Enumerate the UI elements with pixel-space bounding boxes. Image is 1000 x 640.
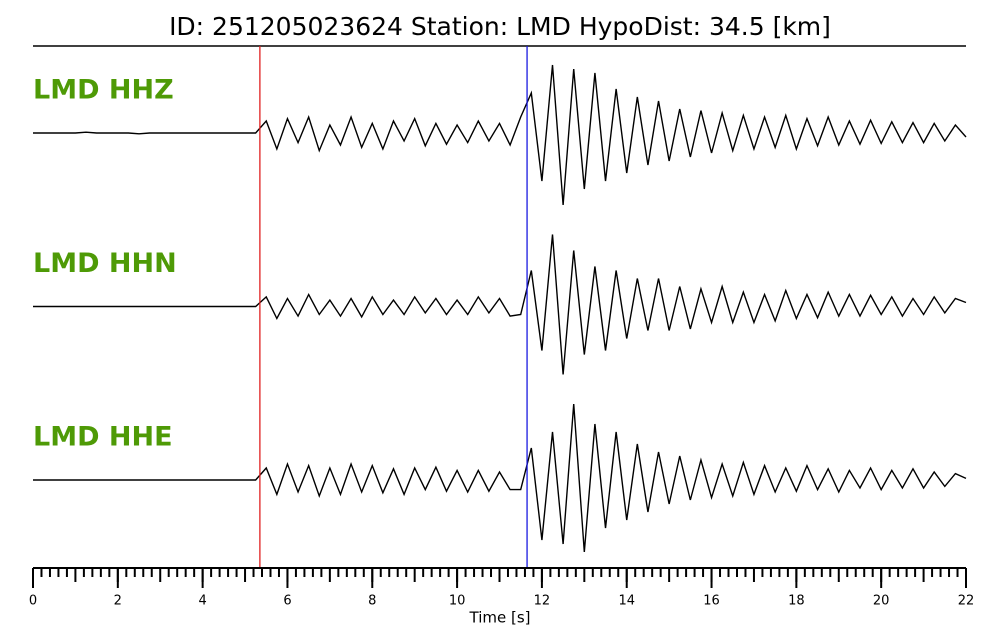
chart-title: ID: 251205023624 Station: LMD HypoDist: …	[169, 12, 831, 41]
x-axis-label: Time [s]	[469, 609, 531, 627]
x-tick-label: 12	[534, 594, 551, 609]
waveform	[33, 64, 967, 206]
waveform	[33, 403, 967, 553]
x-tick-label: 4	[198, 594, 206, 609]
x-tick-label: 10	[449, 594, 466, 609]
x-tick-label: 20	[873, 594, 890, 609]
x-tick-label: 18	[788, 594, 805, 609]
x-tick-label: 22	[958, 594, 975, 609]
waveform	[33, 234, 967, 375]
x-tick-label: 16	[703, 594, 720, 609]
trace-label: LMD HHN	[33, 248, 177, 279]
trace-label: LMD HHZ	[33, 75, 174, 106]
x-tick-label: 2	[114, 594, 122, 609]
x-tick-label: 0	[29, 594, 37, 609]
x-tick-label: 8	[368, 594, 376, 609]
trace-label: LMD HHE	[33, 422, 173, 453]
x-tick-label: 6	[283, 594, 291, 609]
x-tick-label: 14	[618, 594, 635, 609]
